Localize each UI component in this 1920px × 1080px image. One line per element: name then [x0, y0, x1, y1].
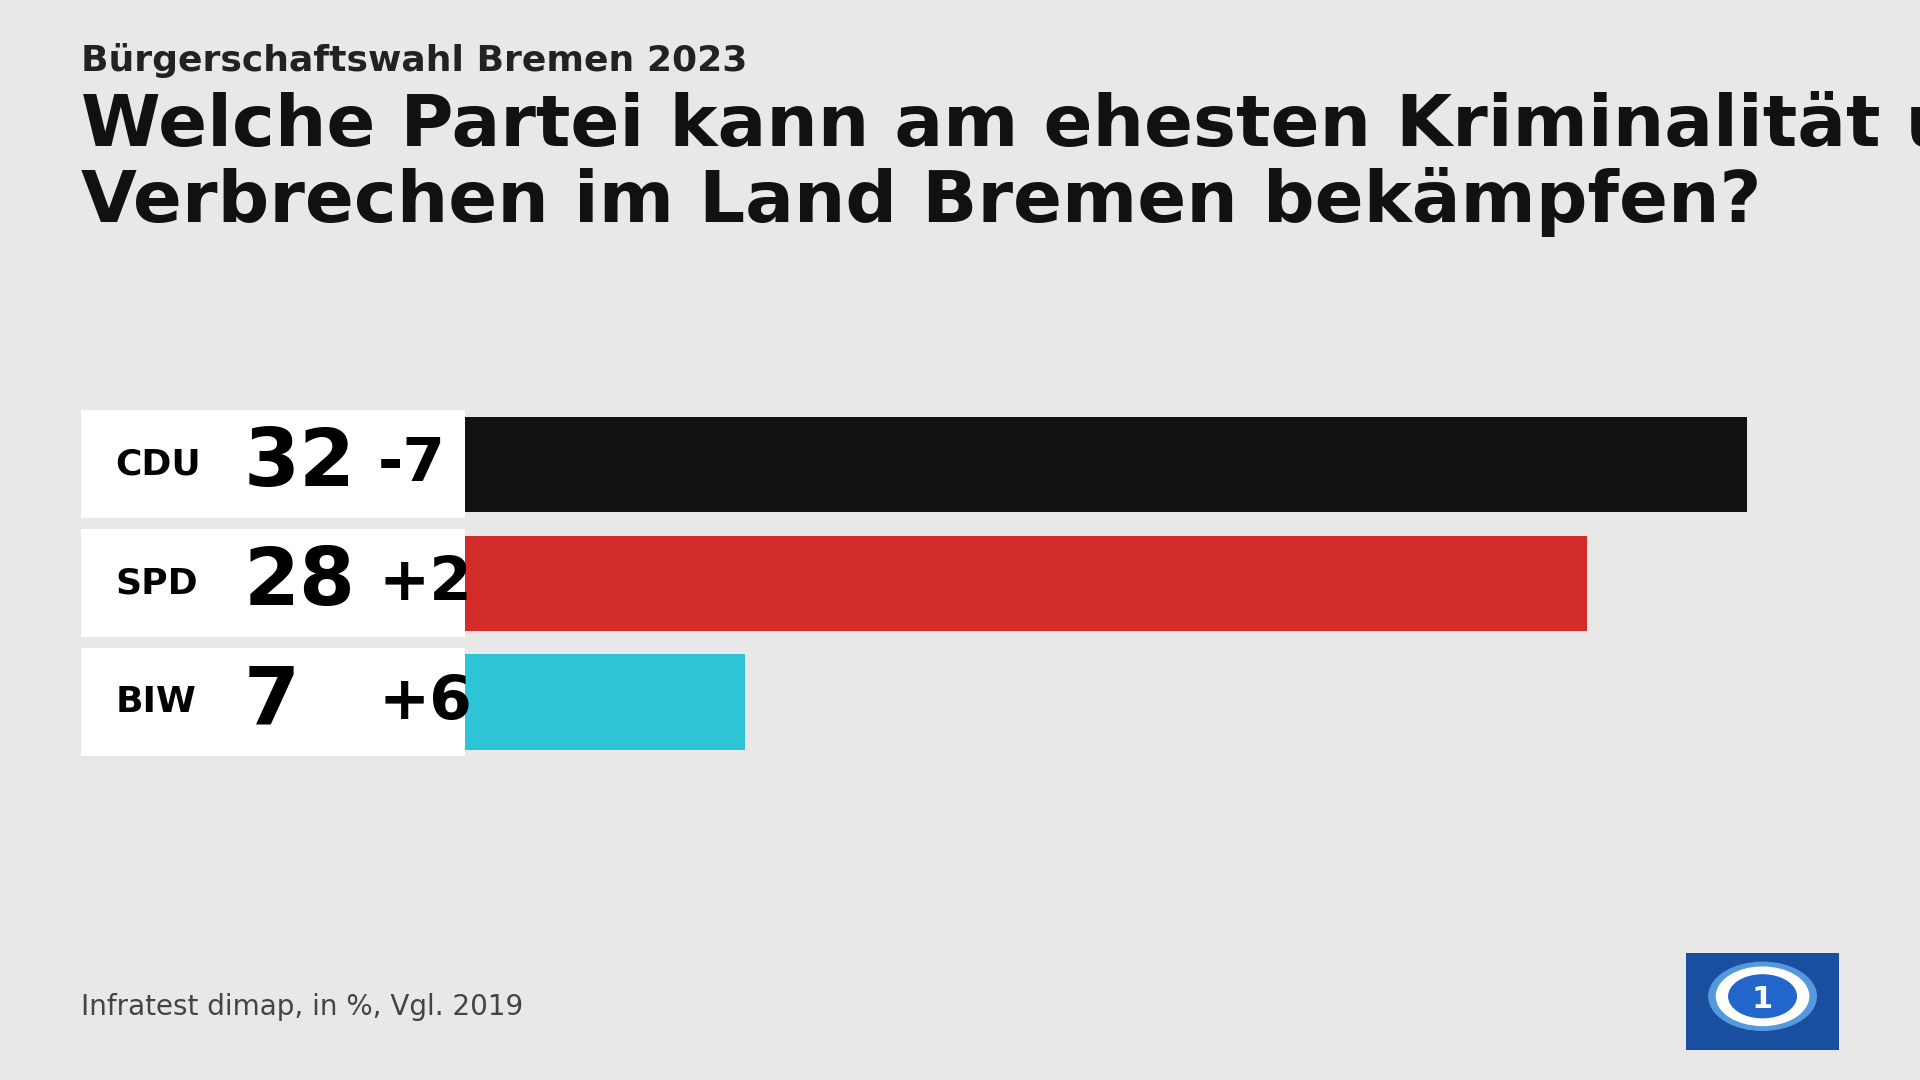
Text: Welche Partei kann am ehesten Kriminalität und: Welche Partei kann am ehesten Kriminalit…: [81, 92, 1920, 161]
Text: 32: 32: [244, 426, 355, 503]
Text: 1: 1: [1751, 985, 1774, 1014]
Text: BIW: BIW: [115, 685, 196, 719]
Circle shape: [1716, 968, 1809, 1026]
Text: SPD: SPD: [115, 566, 198, 600]
FancyBboxPatch shape: [1682, 949, 1843, 1053]
Text: Verbrechen im Land Bremen bekämpfen?: Verbrechen im Land Bremen bekämpfen?: [81, 167, 1761, 238]
Text: Bürgerschaftswahl Bremen 2023: Bürgerschaftswahl Bremen 2023: [81, 43, 747, 78]
Text: -7: -7: [378, 435, 445, 494]
Circle shape: [1709, 962, 1816, 1030]
Text: +6: +6: [378, 673, 472, 731]
Text: CDU: CDU: [115, 447, 202, 482]
Text: +2: +2: [378, 554, 472, 612]
Text: 28: 28: [244, 544, 355, 622]
Circle shape: [1728, 975, 1797, 1017]
Text: Infratest dimap, in %, Vgl. 2019: Infratest dimap, in %, Vgl. 2019: [81, 993, 522, 1021]
Text: 7: 7: [244, 663, 300, 741]
